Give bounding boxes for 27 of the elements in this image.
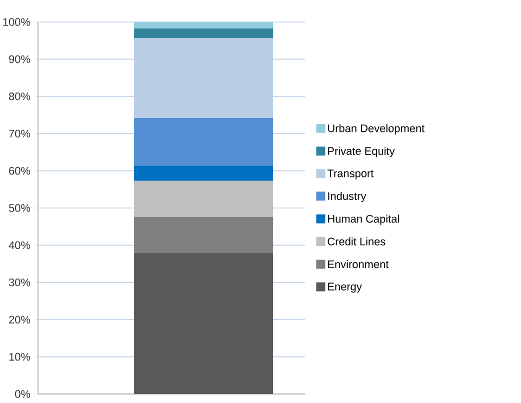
- y-tick-label: 50%: [8, 204, 30, 212]
- legend-label: Transport: [327, 170, 374, 180]
- legend-label: Environment: [328, 260, 389, 268]
- y-tick-label: 40%: [8, 241, 30, 250]
- y-tick-label: 100%: [3, 18, 30, 26]
- bar: [134, 118, 274, 166]
- y-tick-label: 30%: [8, 278, 30, 286]
- bar: [134, 180, 274, 217]
- y-tick-label: 60%: [9, 166, 30, 175]
- bar: [134, 253, 274, 394]
- bar: [134, 22, 274, 28]
- y-tick-label: 0%: [15, 390, 30, 398]
- legend-label: Industry: [328, 192, 366, 202]
- bar: [134, 216, 274, 254]
- bar: [134, 166, 274, 181]
- y-tick-label: 70%: [9, 130, 30, 138]
- y-tick-label: 20%: [9, 316, 30, 324]
- legend-label: Credit Lines: [328, 237, 386, 246]
- y-tick-label: 10%: [9, 352, 30, 361]
- legend-label: Energy: [328, 282, 362, 293]
- legend-label: Human Capital: [328, 214, 399, 225]
- bar: [134, 38, 274, 118]
- y-tick-label: 80%: [9, 92, 30, 100]
- legend-label: Urban Development: [328, 124, 425, 134]
- legend-label: Private Equity: [328, 146, 395, 158]
- bar: [134, 28, 274, 38]
- y-tick-label: 90%: [9, 55, 30, 64]
